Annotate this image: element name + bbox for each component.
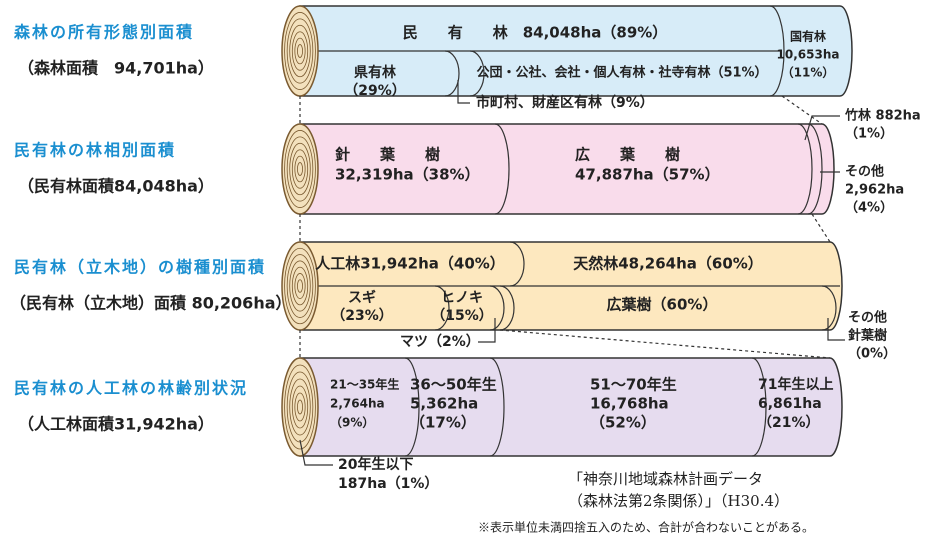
divider — [444, 50, 460, 97]
segment-label: （15%） — [431, 308, 493, 324]
divider — [494, 123, 510, 215]
log-ring — [291, 31, 309, 71]
segment-label: その他 — [845, 164, 884, 180]
segment-label: 36〜50年生 — [410, 376, 497, 394]
log-ring — [291, 385, 309, 429]
log-ring — [294, 392, 306, 422]
segment-label: 20年生以下 — [338, 456, 413, 473]
log-ring — [297, 279, 303, 293]
log-ring — [289, 24, 311, 78]
segment-label: ヒノキ — [441, 290, 483, 306]
log-ring — [297, 44, 303, 58]
log-ring — [289, 260, 311, 312]
log-ring — [284, 12, 316, 90]
segment-label: 広葉樹（60%） — [607, 296, 718, 314]
segment-label: （29%） — [344, 83, 406, 99]
log-ring — [294, 37, 306, 65]
divider — [807, 123, 823, 215]
log-ring — [284, 364, 316, 450]
segment-label: （21%） — [758, 415, 820, 431]
segment-label: マツ（2%） — [400, 334, 480, 350]
segment-label: （9%） — [330, 415, 374, 430]
leader — [478, 318, 496, 343]
row-title: 森林の所有形態別面積 — [14, 23, 194, 42]
row-title: 民有林の林相別面積 — [14, 141, 176, 160]
leader — [804, 115, 840, 141]
segment-label: 71年生以上 — [758, 376, 833, 393]
divider — [797, 123, 813, 215]
row-subtitle: （人工林面積31,942ha） — [18, 415, 214, 434]
segment-label: 民 有 林 84,048ha（89%） — [403, 24, 668, 42]
divider — [404, 357, 420, 457]
log-ring — [289, 378, 311, 436]
log-ring — [284, 130, 316, 208]
segment-label: 5,362ha — [410, 395, 478, 413]
log-body — [299, 357, 843, 457]
log-ring — [286, 254, 314, 318]
log-ring — [294, 273, 306, 299]
source: （森林法第2条関係）」（H30.4） — [568, 492, 789, 510]
leader — [299, 439, 333, 466]
row-title: 民有林（立木地）の樹種別面積 — [14, 258, 266, 277]
divider — [434, 285, 450, 331]
segment-label: 21〜35年生 — [330, 377, 399, 392]
divider — [769, 5, 785, 97]
segment-label: 187ha（1%） — [338, 476, 438, 492]
segment-label: スギ — [348, 289, 376, 306]
divider — [509, 241, 525, 287]
log-ring — [286, 136, 314, 202]
segment-label: 県有林 — [354, 64, 396, 81]
segment-label: 天然林48,264ha（60%） — [573, 255, 763, 273]
segment-label: 針 葉 樹 — [335, 146, 440, 164]
segment-label: 10,653ha — [777, 48, 840, 62]
segment-label: 2,962ha — [845, 183, 904, 198]
segment-label: （1%） — [845, 126, 893, 142]
leader — [827, 318, 845, 341]
log-ring — [294, 155, 306, 183]
row-title: 民有林の人工林の林齢別状況 — [14, 379, 248, 398]
segment-label: 51〜70年生 — [590, 376, 677, 394]
row-subtitle: （森林面積 94,701ha） — [18, 59, 214, 78]
row-subtitle: （民有林面積84,048ha） — [18, 177, 214, 196]
segment-label: （23%） — [331, 308, 393, 324]
segment-label: （0%） — [848, 346, 896, 362]
segment-label: （11%） — [782, 65, 835, 80]
segment-label: 竹林 882ha — [844, 108, 921, 124]
segment-label: 16,768ha — [590, 395, 669, 413]
segment-label: 32,319ha（38%） — [335, 166, 480, 184]
leader — [457, 80, 470, 104]
row-subtitle: （民有林（立木地）面積 80,206ha） — [10, 294, 292, 313]
segment-label: 人工林31,942ha（40%） — [315, 255, 505, 273]
connector — [499, 329, 831, 359]
log-ring — [297, 399, 303, 415]
segment-label: 広 葉 樹 — [575, 146, 680, 164]
log-ring — [286, 18, 314, 84]
connector — [781, 95, 823, 125]
segment-label: （17%） — [410, 414, 476, 432]
divider — [469, 50, 485, 97]
segment-label: 公団・公社、会社・個人有林・社寺有林（51%） — [476, 65, 767, 81]
divider — [751, 357, 767, 457]
log-ring — [297, 162, 303, 176]
segment-label: 6,861ha — [758, 396, 822, 412]
segment-label: （4%） — [845, 200, 893, 216]
note: ※表示単位未満四捨五入のため、合計が合わないことがある。 — [478, 520, 814, 535]
source: 「神奈川地域森林計画データ — [568, 470, 763, 488]
connector — [811, 213, 831, 243]
segment-label: 2,764ha — [330, 397, 385, 411]
segment-label: （52%） — [590, 414, 656, 432]
segment-label: 47,887ha（57%） — [575, 166, 720, 184]
log-ring — [289, 142, 311, 196]
log-ring — [284, 247, 316, 325]
log-ring — [291, 266, 309, 306]
log-ring — [291, 149, 309, 189]
segment-label: 国有林 — [790, 29, 826, 44]
divider — [499, 285, 515, 331]
segment-label: 針葉樹 — [848, 328, 887, 344]
segment-label: その他 — [848, 310, 887, 326]
segment-label: 市町村、財産区有林（9%） — [476, 94, 654, 111]
divider — [489, 357, 505, 457]
